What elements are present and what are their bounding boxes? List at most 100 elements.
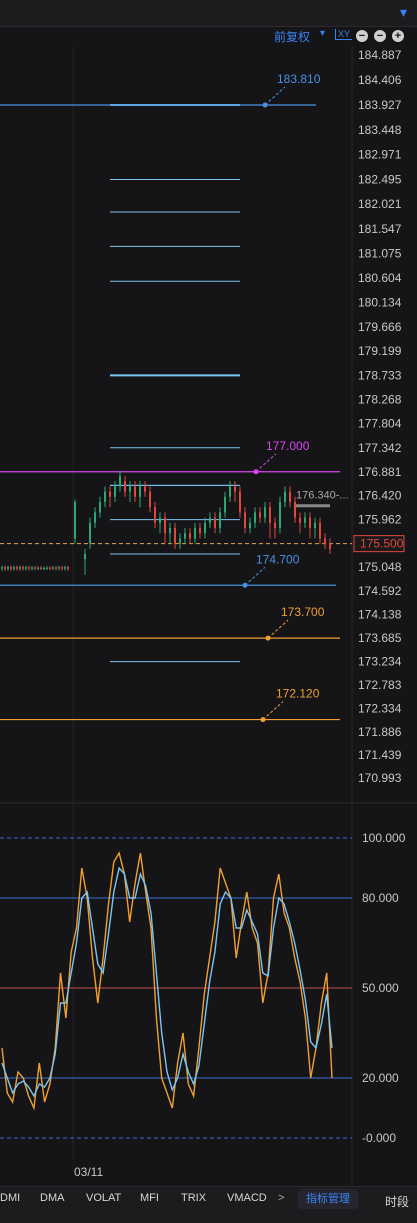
candle-body xyxy=(58,567,60,569)
candle-body xyxy=(84,554,86,560)
candle-body xyxy=(299,517,301,523)
candle-body xyxy=(214,517,216,529)
adjust-mode-selector[interactable]: 前复权 xyxy=(274,30,311,44)
candle-body xyxy=(209,517,211,523)
candle-body xyxy=(134,486,136,497)
candle-body xyxy=(61,567,63,569)
candle-body xyxy=(28,567,30,569)
candle-body xyxy=(309,517,311,529)
pin-icon[interactable]: ▾ xyxy=(399,4,407,20)
candle-body xyxy=(284,491,286,502)
tab-trix[interactable]: TRIX xyxy=(181,1192,207,1204)
candle-body xyxy=(279,501,281,529)
xy-axis-icon[interactable]: XY xyxy=(335,29,353,40)
tab-vmacd[interactable]: VMACD xyxy=(227,1192,267,1204)
price-axis-label: 174.138 xyxy=(358,608,402,622)
price-axis-label: 179.199 xyxy=(358,344,402,358)
candle-body xyxy=(89,522,91,544)
candle-body xyxy=(219,512,221,529)
candle-body xyxy=(40,567,42,569)
tab-mfi[interactable]: MFI xyxy=(140,1192,159,1204)
candle-body xyxy=(34,567,36,569)
candle-body xyxy=(149,491,151,508)
candle-body xyxy=(319,522,321,539)
price-axis-label: 171.886 xyxy=(358,725,402,739)
candle-body xyxy=(25,567,27,569)
oscillator-slow-line xyxy=(1,866,333,1098)
candle-body xyxy=(169,528,171,534)
price-axis-label: 172.334 xyxy=(358,701,402,715)
tab-dma[interactable]: DMA xyxy=(40,1192,65,1204)
candle-body xyxy=(46,567,48,569)
candle-body xyxy=(229,486,231,497)
price-axis-label: 178.268 xyxy=(358,393,402,407)
candle-body xyxy=(94,512,96,523)
top-bar: ▾ xyxy=(0,0,417,27)
price-axis-label: 177.342 xyxy=(358,441,402,455)
chevron-down-icon[interactable]: ▾ xyxy=(320,28,326,39)
candle-body xyxy=(239,491,241,513)
candle-body xyxy=(31,567,33,569)
candle-body xyxy=(249,522,251,529)
zoom-out-icon[interactable]: − xyxy=(356,30,368,42)
candle-body xyxy=(19,567,21,569)
candle-body xyxy=(104,491,106,502)
last-price-tag xyxy=(353,535,405,553)
indicator-axis-label: 50.000 xyxy=(362,981,399,995)
price-axis-label: 173.685 xyxy=(358,631,402,645)
tabs-more-arrow[interactable]: > xyxy=(278,1192,285,1204)
alert-anchor xyxy=(260,717,266,723)
candle-body xyxy=(254,512,256,523)
price-axis-label: 180.604 xyxy=(358,271,402,285)
price-axis-label: 170.993 xyxy=(358,771,402,785)
chart-toolbar: 前复权 ▾ XY − − + xyxy=(0,26,417,46)
last-price-value: 175.500 xyxy=(360,537,404,551)
candle-body xyxy=(52,567,54,569)
alert-pointer xyxy=(262,701,284,720)
date-axis-label: 03/11 xyxy=(74,1165,103,1179)
tab-dmi[interactable]: DMI xyxy=(0,1192,21,1204)
alert-anchor xyxy=(265,635,271,641)
price-axis-label: 181.075 xyxy=(358,246,402,260)
price-axis-label: 179.666 xyxy=(358,320,402,334)
tab-volat[interactable]: VOLAT xyxy=(86,1192,122,1204)
candle-body xyxy=(124,481,126,492)
candle-body xyxy=(194,528,196,539)
candle-body xyxy=(244,512,246,529)
zoom-in-icon[interactable]: + xyxy=(392,30,404,42)
alert-label: 172.120 xyxy=(276,687,320,701)
candle-body xyxy=(264,507,266,518)
candle-body xyxy=(199,528,201,534)
alert-pointer xyxy=(264,86,286,106)
candle-body xyxy=(67,567,69,569)
alert-anchor xyxy=(253,469,259,475)
price-axis-label: 171.439 xyxy=(358,748,402,762)
alert-label: 183.810 xyxy=(277,72,321,86)
price-axis-label: 173.234 xyxy=(358,655,402,669)
candle-body xyxy=(139,486,141,497)
price-axis-label: 175.048 xyxy=(358,560,402,574)
indicator-manager-button[interactable]: 指标管理 xyxy=(298,1189,358,1209)
candle-body xyxy=(119,475,121,487)
price-axis-label: 181.547 xyxy=(358,222,402,236)
candle-body xyxy=(304,517,306,523)
period-button[interactable]: 时段 xyxy=(385,1195,410,1209)
price-axis-label: 172.783 xyxy=(358,678,402,692)
chart-canvas[interactable]: 184.887 184.406 183.927 183.448 182.971 182.4… xyxy=(0,0,417,1186)
price-axis-label: 178.733 xyxy=(358,368,402,382)
alert-label: 177.000 xyxy=(266,439,310,453)
price-axis-label: 176.420 xyxy=(358,489,402,503)
candle-body xyxy=(329,543,331,549)
zoom-out-alt-icon[interactable]: − xyxy=(374,30,386,42)
candle-body xyxy=(274,522,276,529)
price-axis-label: 174.592 xyxy=(358,584,402,598)
candle-body xyxy=(99,501,101,513)
candle-body xyxy=(289,491,291,502)
candle-body xyxy=(314,522,316,529)
oscillator-fast-line xyxy=(1,851,333,1111)
alert-anchor xyxy=(242,582,248,588)
alert-anchor xyxy=(262,102,268,108)
candle-body xyxy=(144,486,146,492)
candle-body xyxy=(114,486,116,497)
price-axis-label: 175.962 xyxy=(358,513,402,527)
